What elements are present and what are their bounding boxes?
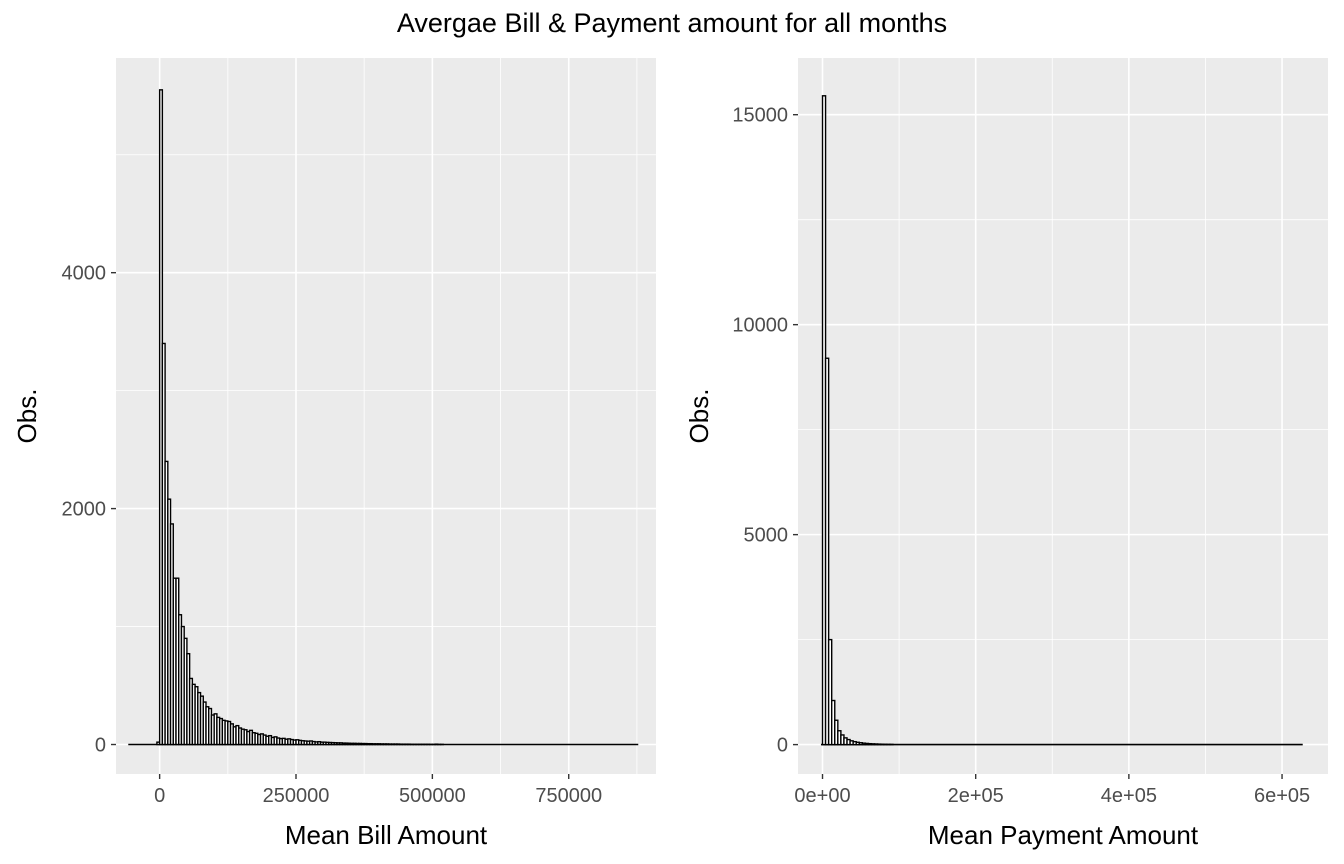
bill-y-tick-label: 0 [95,735,106,757]
payment-panel-background [798,58,1328,774]
payment-y-tick-label: 0 [777,735,788,757]
payment-histogram-bar [827,638,833,746]
payment-x-tick-label: 0e+00 [794,785,850,807]
bill-y-tick-label: 4000 [62,263,107,285]
bill-x-tick-label: 0 [154,785,165,807]
payment-y-axis-title: Obs. [684,389,714,444]
payment-histogram-panel: 0e+00 2e+05 4e+05 6e+05 0 5000 10000 15000 Mean … [684,58,1328,850]
payment-y-tick-label: 10000 [732,315,788,337]
payment-y-tick-label: 15000 [732,105,788,127]
payment-x-tick-label: 6e+05 [1254,785,1310,807]
payment-x-tick-label: 2e+05 [948,785,1004,807]
bill-x-tick-label: 750000 [535,785,602,807]
bill-x-tick-label: 500000 [399,785,466,807]
bill-histogram-panel: 0 250000 500000 750000 0 2000 4000 Mean Bill Am… [12,58,656,850]
bill-y-tick-label: 2000 [62,499,107,521]
bill-y-axis-title: Obs. [12,389,42,444]
bill-x-axis-title: Mean Bill Amount [285,820,488,850]
payment-x-axis-title: Mean Payment Amount [928,820,1199,850]
payment-histogram-bar [824,357,830,746]
payment-y-tick-label: 5000 [744,525,789,547]
payment-x-tick-label: 4e+05 [1101,785,1157,807]
bill-panel-background [116,58,656,774]
bill-x-tick-label: 250000 [263,785,330,807]
figure-title: Avergae Bill & Payment amount for all mo… [397,8,947,38]
